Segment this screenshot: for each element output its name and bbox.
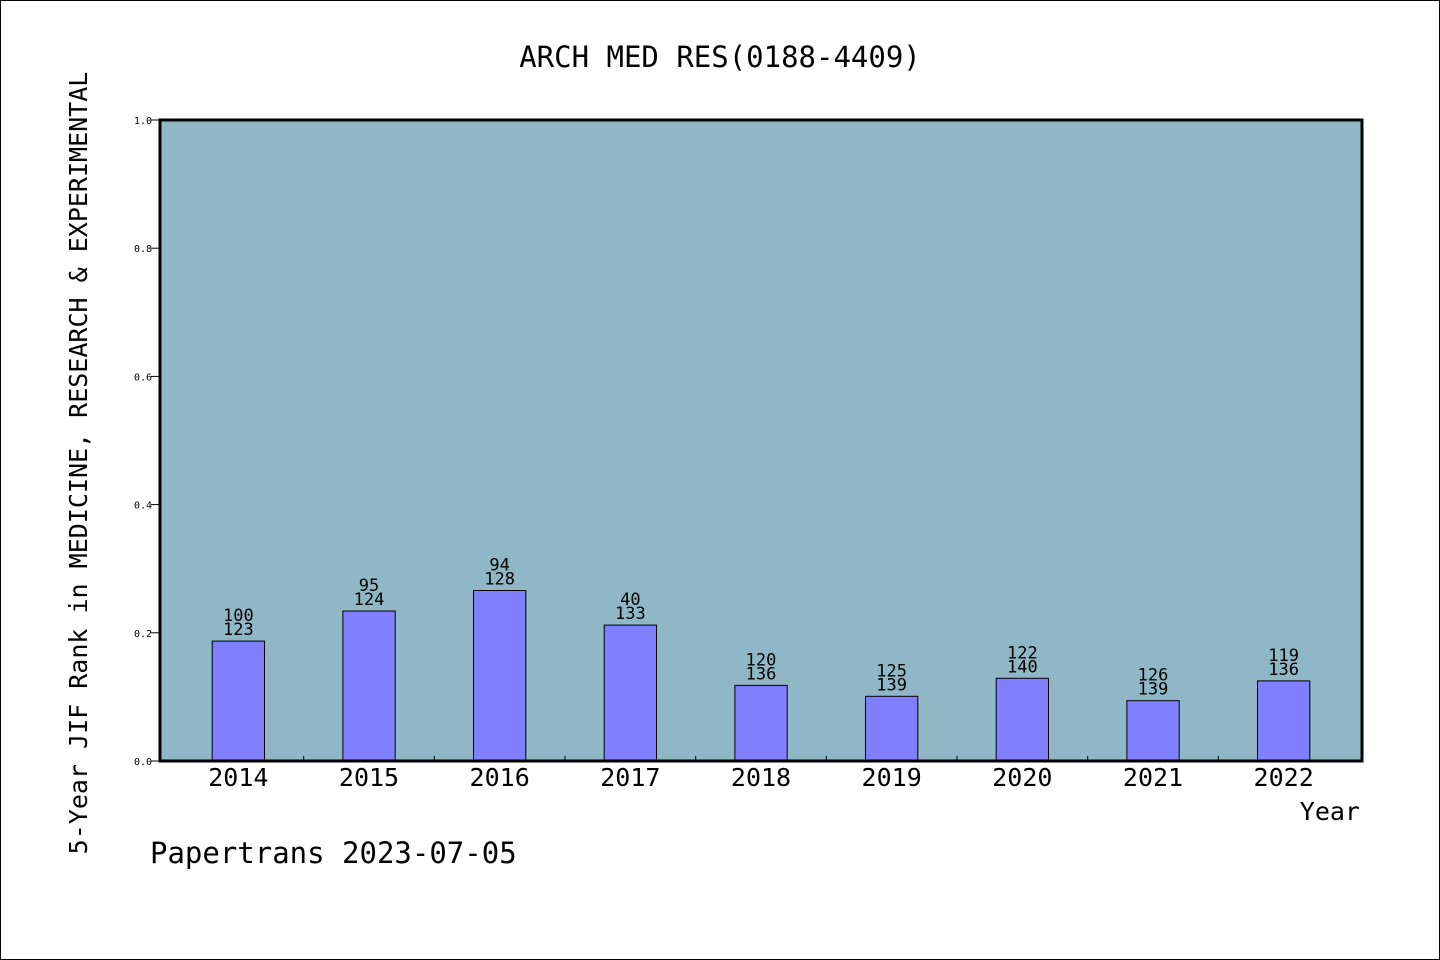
bar-2015: [342, 610, 396, 762]
bar-total-label-2015: 124: [354, 590, 385, 610]
x-tick-label-2015: 2015: [339, 763, 399, 792]
bar-2020: [995, 677, 1050, 762]
bar-total-label-2014: 123: [223, 620, 254, 640]
bar-2018: [734, 684, 788, 762]
bar-2019: [865, 695, 919, 762]
bar-total-label-2016: 128: [484, 570, 515, 590]
bar-2022: [1257, 680, 1311, 762]
bar-total-label-2017: 133: [615, 604, 646, 624]
y-axis-label: 5-Year JIF Rank in MEDICINE, RESEARCH & …: [64, 72, 93, 855]
bar-rank-label-2017: 40: [620, 590, 640, 610]
y-tick-label: 0.6: [134, 372, 152, 383]
x-tick-label-2022: 2022: [1254, 763, 1314, 792]
bar-total-label-2018: 136: [746, 664, 777, 684]
x-tick-label-2018: 2018: [731, 763, 791, 792]
y-tick-label: 0.0: [134, 757, 152, 768]
y-tick-label: 1.0: [134, 116, 152, 127]
bar-total-label-2022: 136: [1268, 660, 1299, 680]
bar-rank-label-2015: 95: [359, 576, 379, 596]
bar-2014: [211, 640, 265, 762]
x-tick-label-2021: 2021: [1123, 763, 1183, 792]
bar-rank-label-2018: 120: [746, 650, 777, 670]
bar-rank-label-2022: 119: [1268, 646, 1299, 666]
bar-rank-label-2016: 94: [489, 556, 509, 576]
y-tick-label: 0.4: [134, 501, 152, 512]
y-tick-label: 0.2: [134, 629, 152, 640]
plot-frame: [158, 118, 1364, 763]
x-tick-label-2020: 2020: [992, 763, 1052, 792]
footer-credit: Papertrans 2023-07-05: [150, 836, 517, 870]
x-axis-ticks: 2014 2015 2016 2017 2018 2019 2020 2021 2022: [208, 756, 1314, 792]
bar-total-label-2021: 139: [1138, 680, 1169, 700]
y-axis-ticks: 0.0 0.2 0.4 0.6 0.8 1.0: [134, 116, 160, 768]
bar-total-label-2019: 139: [876, 675, 907, 695]
bars-group: [211, 590, 1311, 762]
bar-2017: [603, 624, 658, 762]
x-tick-label-2017: 2017: [600, 763, 660, 792]
bar-rank-label-2019: 125: [876, 661, 907, 681]
x-tick-label-2014: 2014: [208, 763, 268, 792]
bar-2016: [473, 590, 527, 762]
bar-2021: [1126, 700, 1180, 762]
chart-title: ARCH MED RES(0188-4409): [519, 40, 921, 74]
x-tick-label-2016: 2016: [470, 763, 530, 792]
bar-rank-label-2021: 126: [1138, 666, 1169, 686]
x-axis-label: Year: [1300, 797, 1360, 826]
x-tick-label-2019: 2019: [862, 763, 922, 792]
bar-rank-label-2014: 100: [223, 606, 254, 626]
y-tick-label: 0.8: [134, 244, 152, 255]
bar-total-label-2020: 140: [1007, 657, 1038, 677]
bar-rank-label-2020: 122: [1007, 643, 1038, 663]
